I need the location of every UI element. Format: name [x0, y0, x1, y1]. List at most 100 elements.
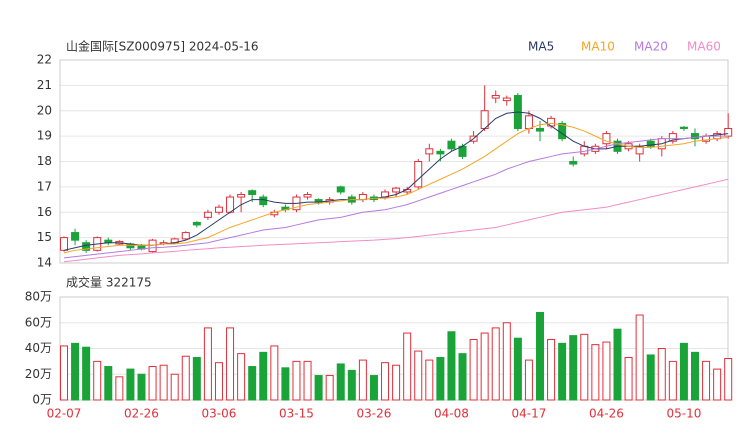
volume-bar [170, 373, 179, 401]
candle-body [690, 133, 699, 140]
volume-bar [580, 333, 589, 401]
volume-bar [358, 359, 367, 401]
volume-bar [513, 337, 522, 401]
volume-bar [502, 322, 511, 401]
volume-bar [237, 353, 246, 401]
legend-label: MA20 [634, 40, 668, 54]
chart-title: 山金国际[SZ000975] 2024-05-16 [66, 39, 259, 54]
volume-bar [82, 346, 91, 401]
candle-body [580, 145, 589, 155]
volume-bar [148, 366, 157, 401]
ma-line [63, 135, 729, 259]
x-tick-label: 02-26 [124, 407, 159, 421]
volume-bar [724, 358, 733, 401]
volume-bar [226, 327, 235, 401]
x-tick-label: 04-08 [434, 407, 469, 421]
candle-body [646, 140, 655, 147]
candle-body [181, 232, 190, 240]
candle-body [237, 193, 246, 198]
candle-body [60, 237, 68, 251]
y-tick-label: 21 [37, 78, 52, 92]
candle-body [203, 211, 212, 218]
volume-bar [314, 375, 323, 401]
candle-body [502, 97, 511, 102]
y-tick-label: 20万 [25, 367, 52, 381]
x-tick-label: 02-07 [47, 407, 82, 421]
candle-body [569, 161, 578, 165]
volume-bar [613, 328, 622, 401]
volume-bar [436, 357, 445, 401]
y-tick-label: 19 [37, 129, 52, 143]
y-tick-label: 15 [37, 230, 52, 244]
y-tick-label: 16 [37, 205, 52, 219]
volume-bar [558, 342, 567, 401]
volume-bar [547, 338, 556, 401]
volume-bar [381, 362, 390, 401]
volume-bar [524, 359, 533, 401]
volume-bar [591, 344, 600, 401]
volume-bar [248, 366, 257, 401]
candle-body [447, 140, 456, 150]
candle-body [491, 95, 500, 99]
volume-bar [679, 342, 688, 401]
volume-bar [646, 354, 655, 401]
x-tick-label: 04-26 [589, 407, 624, 421]
volume-bar [203, 327, 212, 401]
y-tick-label: 20 [37, 103, 52, 117]
ma-line [63, 111, 729, 251]
candle-body [259, 196, 268, 206]
candle-body [148, 239, 157, 253]
candle-body [303, 193, 312, 198]
volume-bar [447, 331, 456, 401]
candle-body [71, 232, 80, 241]
y-tick-label: 14 [37, 256, 52, 270]
candle-body [679, 126, 688, 130]
ma-line [63, 178, 729, 263]
volume-bar [126, 368, 135, 401]
candle-body [214, 206, 223, 213]
volume-bar [713, 368, 722, 401]
y-tick-label: 17 [37, 179, 52, 193]
volume-bar [425, 359, 434, 401]
volume-bar [214, 362, 223, 401]
volume-bar [93, 360, 102, 401]
x-tick-label: 03-06 [202, 407, 237, 421]
volume-bar [635, 314, 644, 401]
volume-bar [270, 345, 279, 401]
volume-bar [259, 351, 268, 401]
volume-bar [668, 360, 677, 401]
x-tick-label: 03-15 [279, 407, 314, 421]
volume-bar [392, 364, 401, 401]
legend-label: MA60 [687, 40, 721, 54]
plot-frame [59, 59, 729, 264]
volume-bar [624, 357, 633, 401]
volume-bar [369, 375, 378, 401]
volume-bar [657, 348, 666, 401]
candle-body [668, 133, 677, 142]
volume-bar [690, 351, 699, 401]
volume-bar [325, 375, 334, 401]
y-tick-label: 22 [37, 53, 52, 67]
volume-bar [71, 342, 80, 401]
volume-bar [414, 350, 423, 401]
candle-body [414, 161, 423, 188]
candle-body [436, 150, 445, 155]
x-tick-label: 04-17 [512, 407, 547, 421]
candle-body [425, 148, 434, 155]
volume-bar [159, 364, 168, 401]
volume-bar [137, 373, 146, 401]
volume-bar [60, 345, 68, 401]
volume-bar [458, 353, 467, 401]
legend-label: MA5 [528, 40, 554, 54]
volume-bar [702, 360, 711, 401]
volume-bar [536, 311, 545, 401]
volume-bar [480, 332, 489, 401]
volume-bar [347, 369, 356, 401]
volume-bar [292, 360, 301, 401]
volume-bar [569, 335, 578, 401]
candle-body [536, 128, 545, 132]
volume-bar [104, 366, 113, 401]
volume-bar [303, 360, 312, 401]
y-tick-label: 18 [37, 154, 52, 168]
